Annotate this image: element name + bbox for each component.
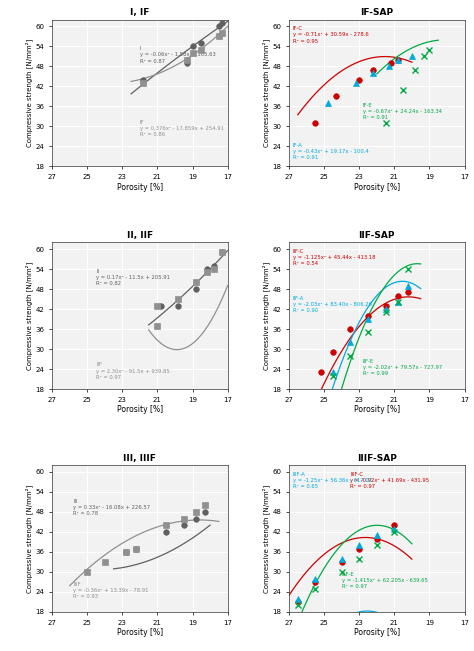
X-axis label: Porosity [%]: Porosity [%] — [117, 628, 163, 637]
Y-axis label: Compressive strength [N/mm²]: Compressive strength [N/mm²] — [25, 484, 33, 593]
Text: IIIF-C
y = -0.92x² + 41.69x - 431.95
R² = 0.97: IIIF-C y = -0.92x² + 41.69x - 431.95 R² … — [350, 472, 429, 490]
Text: II
y = 0.17x² - 11.5x + 205.91
R² = 0.82: II y = 0.17x² - 11.5x + 205.91 R² = 0.82 — [96, 269, 170, 286]
Text: IIIF-E
y = -1.415x² + 62.205x - 639.65
R² = 0.97: IIIF-E y = -1.415x² + 62.205x - 639.65 R… — [342, 572, 428, 589]
Title: I, IF: I, IF — [130, 8, 150, 18]
Y-axis label: Compressive strength [N/mm²]: Compressive strength [N/mm²] — [262, 38, 270, 147]
Title: III, IIIF: III, IIIF — [123, 454, 156, 463]
Text: IIF
y = 2.30x² - 91.5x + 939.85
R² = 0.97: IIF y = 2.30x² - 91.5x + 939.85 R² = 0.9… — [96, 363, 170, 380]
Y-axis label: Compressive strength [N/mm²]: Compressive strength [N/mm²] — [262, 484, 270, 593]
X-axis label: Porosity [%]: Porosity [%] — [354, 628, 400, 637]
X-axis label: Porosity [%]: Porosity [%] — [354, 182, 400, 191]
Y-axis label: Compressive strength [N/mm²]: Compressive strength [N/mm²] — [25, 38, 33, 147]
Title: IIF-SAP: IIF-SAP — [358, 231, 395, 240]
X-axis label: Porosity [%]: Porosity [%] — [354, 406, 400, 415]
Text: IIIF-A
y = -1.25x² + 56.36x - 617.02
R² = 0.65: IIIF-A y = -1.25x² + 56.36x - 617.02 R² … — [292, 472, 372, 490]
X-axis label: Porosity [%]: Porosity [%] — [117, 182, 163, 191]
Text: IIIF
y = -0.36x² + 13.39x - 78.91
R² = 0.93: IIIF y = -0.36x² + 13.39x - 78.91 R² = 0… — [73, 582, 149, 600]
Title: IIIF-SAP: IIIF-SAP — [357, 454, 397, 463]
X-axis label: Porosity [%]: Porosity [%] — [117, 406, 163, 415]
Y-axis label: Compressive strength [N/mm²]: Compressive strength [N/mm²] — [25, 262, 33, 370]
Text: IIF-E
y = -2.02x² + 79.57x - 727.97
R² = 0.99: IIF-E y = -2.02x² + 79.57x - 727.97 R² =… — [363, 359, 442, 376]
Text: IF
y = 0.376x² - 17.859x + 254.91
R² = 0.86: IF y = 0.376x² - 17.859x + 254.91 R² = 0… — [140, 120, 224, 137]
Title: II, IIF: II, IIF — [127, 231, 153, 240]
Text: IF-C
y = -0.71x² + 30.59x - 278.6
R² = 0.95: IF-C y = -0.71x² + 30.59x - 278.6 R² = 0… — [292, 26, 368, 44]
Text: IIF-C
y = -1.125x² + 45.44x - 413.18
R² = 0.54: IIF-C y = -1.125x² + 45.44x - 413.18 R² … — [292, 249, 375, 266]
Text: IF-A
y = -0.43x² + 19.17x - 100.4
R² = 0.91: IF-A y = -0.43x² + 19.17x - 100.4 R² = 0… — [292, 143, 368, 160]
Text: III
y = 0.33x² - 16.08x + 226.57
R² = 0.78: III y = 0.33x² - 16.08x + 226.57 R² = 0.… — [73, 499, 150, 516]
Y-axis label: Compressive strength [N/mm²]: Compressive strength [N/mm²] — [262, 262, 270, 370]
Text: I
y = -0.06x² - 1.58x + 105.63
R² = 0.87: I y = -0.06x² - 1.58x + 105.63 R² = 0.87 — [140, 46, 216, 64]
Title: IF-SAP: IF-SAP — [360, 8, 393, 18]
Text: IF-E
y = -0.67x² + 24.24x - 163.34
R² = 0.91: IF-E y = -0.67x² + 24.24x - 163.34 R² = … — [363, 103, 442, 120]
Text: IIF-A
y = -2.03x² + 83.40x - 806.26
R² = 0.90: IIF-A y = -2.03x² + 83.40x - 806.26 R² =… — [292, 296, 372, 313]
